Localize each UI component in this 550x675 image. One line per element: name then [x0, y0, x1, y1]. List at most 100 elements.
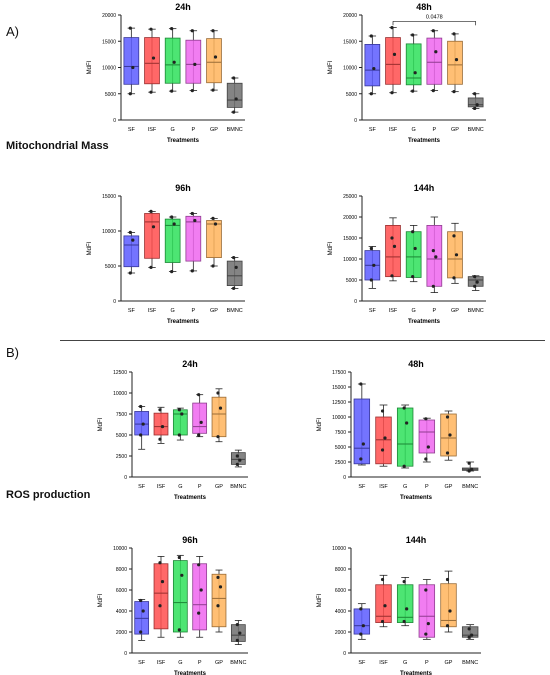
data-point — [413, 246, 417, 251]
x-axis-label: Treatments — [167, 319, 200, 325]
box-gp — [447, 32, 463, 94]
y-tick-label: 5000 — [105, 264, 116, 270]
data-point — [470, 467, 474, 471]
chart-title: 96h — [175, 183, 191, 193]
x-tick-label: SF — [138, 484, 146, 490]
data-point — [139, 433, 143, 437]
box-sf — [134, 598, 150, 641]
box-iqr — [185, 215, 202, 262]
box-isf — [385, 217, 401, 282]
y-tick-label: 0 — [343, 651, 346, 657]
x-tick-label: P — [191, 127, 195, 133]
data-point — [232, 286, 236, 290]
data-point — [193, 62, 197, 66]
x-tick-label: G — [171, 127, 175, 133]
y-tick-label: 10000 — [113, 546, 127, 552]
data-point — [158, 437, 162, 441]
x-tick-label: G — [171, 308, 175, 314]
x-tick-label: SF — [369, 127, 377, 133]
box-sf — [353, 382, 371, 466]
y-tick-label: 0 — [113, 299, 116, 305]
chart-6: 48h 0 2500 5000 7500 10000 12500 15000 17500 MdFI… — [317, 359, 481, 501]
box-iqr — [405, 231, 422, 278]
data-point — [402, 619, 406, 624]
box-p — [192, 393, 208, 438]
box-iqr — [164, 218, 181, 263]
x-tick-label: P — [432, 127, 436, 133]
chart-7: 96h 0 2000 4000 6000 8000 10000 MdFI Treatments S… — [98, 535, 248, 675]
data-point — [411, 275, 415, 279]
y-tick-label: 7500 — [335, 430, 346, 436]
data-point — [361, 442, 365, 446]
box-iqr — [123, 37, 140, 85]
box-isf — [375, 574, 392, 628]
data-point — [139, 630, 143, 634]
data-point — [411, 33, 415, 37]
box-iqr — [418, 419, 436, 454]
data-point — [359, 382, 363, 386]
y-tick-label: 2000 — [335, 630, 346, 636]
box-iqr — [396, 407, 414, 467]
box-isf — [385, 26, 401, 95]
box-p — [418, 417, 436, 463]
data-point — [411, 89, 415, 93]
data-point — [431, 29, 435, 33]
box-iqr — [467, 276, 484, 287]
x-axis-label: Treatments — [408, 319, 441, 325]
data-point — [238, 458, 242, 462]
box-iqr — [144, 213, 160, 259]
data-point — [390, 274, 394, 278]
data-point — [392, 244, 397, 248]
data-point — [369, 278, 373, 282]
data-point — [197, 611, 201, 615]
box-gp — [211, 388, 227, 443]
data-point — [234, 97, 238, 101]
panel-b-letter: B) — [6, 345, 19, 360]
x-tick-label: SF — [138, 660, 146, 666]
box-gp — [440, 410, 457, 461]
data-point — [172, 60, 176, 64]
data-point — [139, 404, 143, 409]
data-point — [369, 34, 373, 38]
x-tick-label: ISF — [379, 484, 388, 490]
data-point — [149, 209, 153, 213]
box-sf — [364, 245, 381, 289]
x-tick-label: SF — [128, 308, 136, 314]
x-tick-label: G — [178, 660, 182, 666]
data-point — [411, 230, 415, 234]
x-tick-label: GP — [210, 308, 218, 314]
data-point — [216, 391, 220, 395]
box-isf — [375, 404, 392, 467]
box-g — [172, 554, 188, 638]
y-tick-label: 10000 — [102, 66, 116, 72]
box-iqr — [418, 584, 436, 638]
chart-1: 24h 0 5000 10000 15000 20000 MdFI Treatments SF I… — [87, 2, 245, 144]
x-tick-label: BMNC — [230, 660, 246, 666]
y-tick-label: 10000 — [113, 391, 127, 397]
data-point — [405, 421, 409, 425]
chart-title: 48h — [408, 359, 424, 369]
section-divider — [60, 340, 545, 341]
data-point — [359, 632, 363, 636]
y-tick-label: 12500 — [332, 400, 346, 406]
box-gp — [206, 216, 222, 268]
x-axis-label: Treatments — [408, 138, 441, 144]
data-point — [177, 433, 181, 437]
data-point — [390, 91, 394, 95]
y-tick-label: 20000 — [343, 215, 357, 221]
data-point — [216, 435, 220, 439]
data-point — [211, 264, 215, 268]
y-tick-label: 0 — [343, 475, 346, 481]
chart-title: 24h — [175, 2, 191, 12]
y-axis-label: MdFI — [87, 60, 93, 74]
y-tick-label: 4000 — [335, 609, 346, 615]
data-point — [197, 393, 201, 397]
data-point — [235, 454, 239, 458]
box-iqr — [364, 44, 381, 87]
data-point — [390, 26, 394, 30]
data-point — [216, 604, 220, 608]
data-point — [467, 469, 471, 473]
box-iqr — [405, 43, 422, 86]
